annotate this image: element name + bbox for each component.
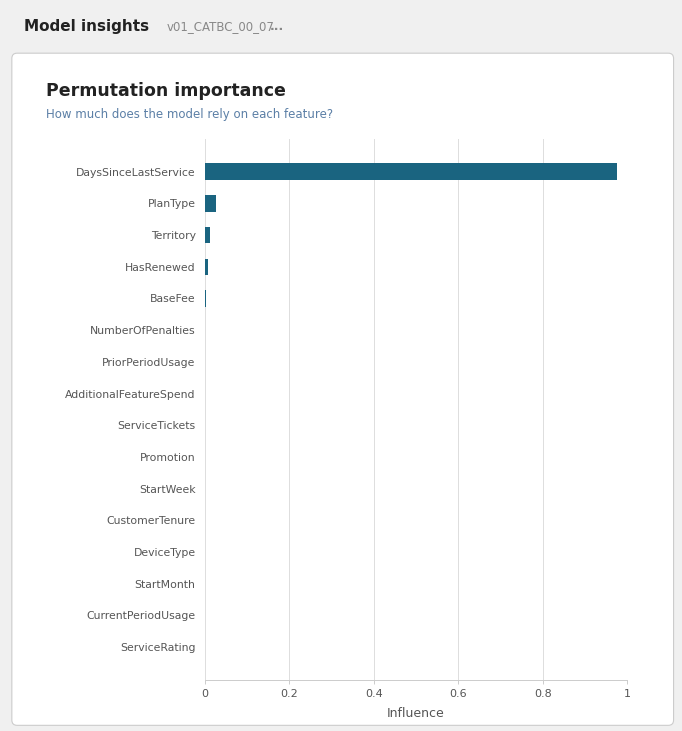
Text: v01_CATBC_00_07: v01_CATBC_00_07 xyxy=(167,20,275,33)
Bar xyxy=(205,290,206,307)
Bar xyxy=(205,195,216,212)
Bar xyxy=(205,259,208,275)
Text: Model insights: Model insights xyxy=(24,18,149,34)
FancyBboxPatch shape xyxy=(12,53,674,725)
Text: ...: ... xyxy=(269,20,284,33)
Text: How much does the model rely on each feature?: How much does the model rely on each fea… xyxy=(46,108,333,121)
Text: Permutation importance: Permutation importance xyxy=(46,82,286,99)
Bar xyxy=(205,227,209,243)
Bar xyxy=(205,164,617,180)
X-axis label: Influence: Influence xyxy=(387,707,445,720)
